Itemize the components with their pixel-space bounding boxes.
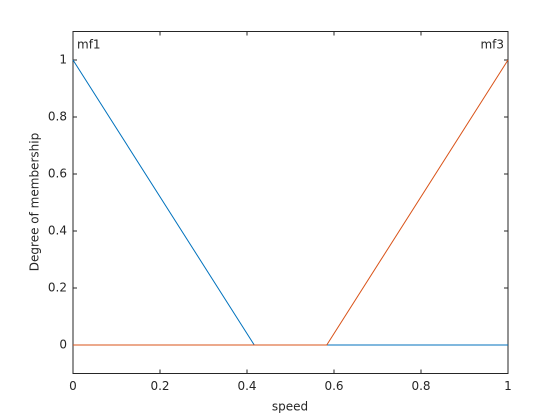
y-tick-label: 1 <box>59 53 67 67</box>
y-tick-label: 0.2 <box>48 281 67 295</box>
x-tick-label: 0.4 <box>237 379 256 393</box>
series-line <box>73 59 509 346</box>
y-tick-label: 0.6 <box>48 167 67 181</box>
y-tick-label: 0.8 <box>48 110 67 124</box>
x-tick-label: 0 <box>69 379 77 393</box>
x-tick-label: 1 <box>504 379 512 393</box>
y-tick-label: 0.4 <box>48 224 67 238</box>
x-axis-label: speed <box>272 400 308 414</box>
y-axis-label: Degree of membership <box>28 133 42 271</box>
x-tick-label: 0.2 <box>150 379 169 393</box>
x-tick-label: 0.8 <box>411 379 430 393</box>
y-tick-label: 0 <box>59 338 67 352</box>
series-label: mf3 <box>480 38 504 52</box>
plot-frame <box>72 31 509 374</box>
series-label: mf1 <box>77 38 101 52</box>
x-tick-label: 0.6 <box>324 379 343 393</box>
